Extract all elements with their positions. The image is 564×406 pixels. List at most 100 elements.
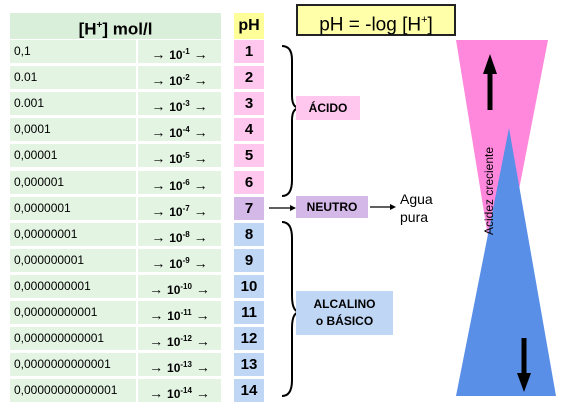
arrow-out: → — [189, 177, 208, 193]
power-exponent: -5 — [182, 151, 190, 160]
table-row: 0.001 → 10-3 → — [10, 92, 221, 115]
power-exponent: -8 — [182, 230, 190, 239]
power-base: 10 — [169, 100, 183, 114]
power-cell: → 10-11 → — [138, 301, 221, 324]
ph-value: 3 — [234, 92, 264, 115]
table-row: 0,0001 → 10-4 → — [10, 118, 221, 141]
ph-value: 8 — [234, 223, 264, 246]
concentration-value: 0,0000000000001 — [10, 353, 136, 376]
ph-value: 6 — [234, 171, 264, 194]
concentration-value: 0,0000001 — [10, 197, 136, 220]
arrow-in: → — [151, 255, 170, 271]
power-exponent: -6 — [182, 178, 190, 187]
ph-value: 14 — [234, 379, 264, 402]
power-exponent: -10 — [180, 282, 192, 291]
power-base: 10 — [169, 126, 183, 140]
table-row: 0,0000001 → 10-7 → — [10, 197, 221, 220]
table-row: 0,00000000001 → 10-11 → — [10, 301, 221, 324]
power-cell: → 10-3 → — [138, 92, 221, 115]
alcalino-label: ALCALINO o BÁSICO — [296, 291, 393, 335]
power-exponent: -13 — [180, 360, 192, 369]
arrow-in: → — [149, 359, 168, 375]
arrow-out: → — [189, 229, 208, 245]
table-row: 0,00001 → 10-5 → — [10, 144, 221, 167]
power-base: 10 — [167, 335, 181, 349]
power-exponent: -12 — [180, 334, 192, 343]
arrow-in: → — [149, 281, 168, 297]
power-cell: → 10-13 → — [138, 353, 221, 376]
ph-value: 10 — [234, 275, 264, 298]
power-base: 10 — [169, 205, 183, 219]
power-cell: → 10-12 → — [138, 327, 221, 350]
table-row: 0,1 → 10-1 → — [10, 40, 221, 63]
ph-value: 11 — [234, 301, 264, 324]
arrow-out: → — [189, 98, 208, 114]
table-row: 0,000001 → 10-6 → — [10, 171, 221, 194]
power-cell: → 10-14 → — [138, 379, 221, 402]
power-cell: → 10-8 → — [138, 223, 221, 246]
concentration-value: 0.001 — [10, 92, 136, 115]
alkalinity-triangle — [456, 128, 556, 396]
ph-value: 1 — [234, 40, 264, 63]
concentration-value: 0,000000001 — [10, 249, 136, 272]
power-base: 10 — [167, 387, 181, 401]
agua-line-1: Agua — [400, 191, 433, 207]
arrow-out: → — [189, 150, 208, 166]
arrow-out: → — [189, 203, 208, 219]
arrow-out: → — [189, 255, 208, 271]
alcalino-line-2: o BÁSICO — [315, 314, 374, 328]
arrow-in: → — [149, 333, 168, 349]
concentration-value: 0,0001 — [10, 118, 136, 141]
arrow-out: → — [191, 281, 210, 297]
power-exponent: -9 — [182, 256, 190, 265]
arrow-in: → — [151, 150, 170, 166]
power-base: 10 — [169, 152, 183, 166]
arrow-out: → — [189, 124, 208, 140]
concentration-value: 0,00000001 — [10, 223, 136, 246]
power-exponent: -2 — [182, 73, 190, 82]
table-row: 0,0000000000001 → 10-13 → — [10, 353, 221, 376]
arrow-out: → — [191, 385, 210, 401]
power-cell: → 10-4 → — [138, 118, 221, 141]
arrow-in: → — [149, 307, 168, 323]
power-cell: → 10-7 → — [138, 197, 221, 220]
concentration-value: 0,00000000000001 — [10, 379, 136, 402]
power-exponent: -7 — [182, 204, 190, 213]
concentration-header: [H+] mol/l — [10, 13, 221, 39]
power-base: 10 — [167, 361, 181, 375]
ph-header: pH — [234, 13, 264, 39]
table-row: 0,000000000001 → 10-12 → — [10, 327, 221, 350]
arrow-in: → — [151, 98, 170, 114]
power-base: 10 — [169, 257, 183, 271]
arrow-out: → — [191, 307, 210, 323]
acid-brace — [281, 45, 301, 197]
table-row: 0,0000000001 → 10-10 → — [10, 275, 221, 298]
power-base: 10 — [169, 74, 183, 88]
ph7-to-neutro-arrow-head — [290, 205, 296, 211]
ph-value: 13 — [234, 353, 264, 376]
table-row: 0,000000001 → 10-9 → — [10, 249, 221, 272]
arrow-out: → — [191, 333, 210, 349]
power-base: 10 — [169, 48, 183, 62]
power-base: 10 — [167, 283, 181, 297]
arrow-in: → — [151, 124, 170, 140]
power-base: 10 — [167, 309, 181, 323]
power-cell: → 10-9 → — [138, 249, 221, 272]
arrow-in: → — [151, 229, 170, 245]
arrow-out: → — [189, 72, 208, 88]
power-exponent: -3 — [182, 99, 190, 108]
concentration-value: 0,000001 — [10, 171, 136, 194]
alcalino-line-1: ALCALINO — [313, 297, 376, 311]
acidity-label: Acidez creciente — [482, 147, 496, 235]
arrow-in: → — [151, 72, 170, 88]
agua-line-2: pura — [400, 209, 429, 225]
power-base: 10 — [169, 179, 183, 193]
power-exponent: -4 — [182, 125, 190, 134]
ph-value: 7 — [234, 197, 264, 220]
concentration-value: 0.01 — [10, 66, 136, 89]
power-cell: → 10-5 → — [138, 144, 221, 167]
power-exponent: -1 — [182, 47, 190, 56]
arrow-in: → — [149, 385, 168, 401]
arrow-out: → — [189, 46, 208, 62]
table-row: 0.01 → 10-2 → — [10, 66, 221, 89]
